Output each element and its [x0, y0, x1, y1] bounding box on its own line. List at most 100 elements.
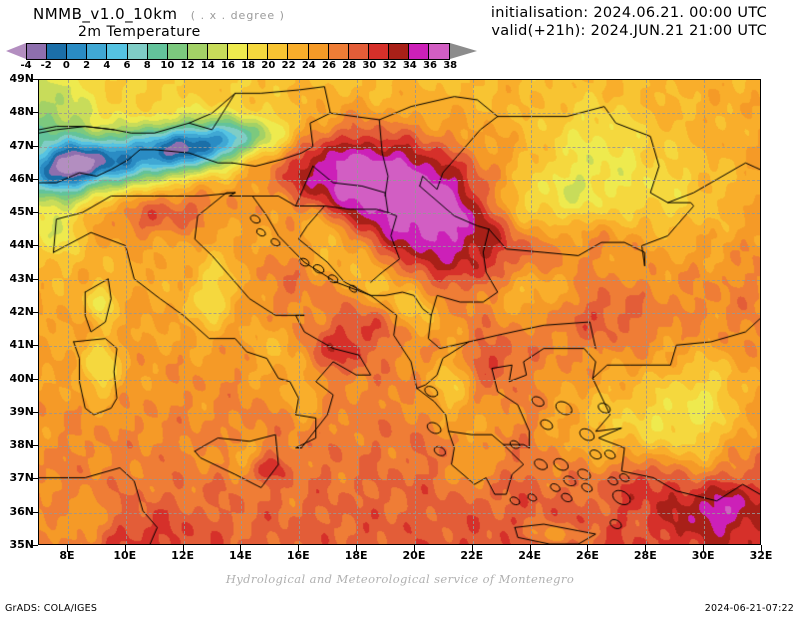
latitude-tick-label: 46N: [9, 171, 34, 185]
latitude-tick-mark: [30, 145, 38, 147]
longitude-tick-mark: [645, 545, 647, 552]
colorbar-tick-label: 20: [261, 60, 276, 71]
longitude-tick-mark: [66, 545, 68, 552]
colorbar-tick-label: 14: [200, 60, 215, 71]
longitude-tick-label: 8E: [59, 549, 75, 562]
longitude-tick-mark: [587, 545, 589, 552]
colorbar-swatch: [207, 44, 229, 59]
generated-timestamp: 2024-06-21-07:22: [704, 603, 794, 614]
latitude-tick-label: 45N: [9, 205, 34, 219]
temperature-field: [39, 80, 760, 544]
latitude-tick-mark: [30, 245, 38, 247]
longitude-tick-label: 30E: [691, 549, 715, 562]
credit-line: Hydrological and Meteorological service …: [225, 572, 575, 586]
latitude-tick-label: 37N: [9, 471, 34, 485]
model-title: NMMB_v1.0_10km ( . x . degree ): [33, 5, 285, 23]
colorbar-tick-label: 4: [103, 60, 111, 71]
longitude-tick-label: 24E: [518, 549, 542, 562]
latitude-tick-mark: [30, 212, 38, 214]
colorbar-tick-label: 28: [342, 60, 357, 71]
colorbar-swatch: [248, 44, 269, 59]
valid-time: valid(+21h): 2024.JUN.21 21:00 UTC: [491, 23, 767, 39]
latitude-tick-label: 41N: [9, 338, 34, 352]
longitude-tick-label: 18E: [344, 549, 368, 562]
latitude-tick-mark: [30, 112, 38, 114]
colorbar-swatch: [27, 44, 48, 59]
colorbar-tick-label: 38: [443, 60, 458, 71]
latitude-tick-mark: [30, 545, 38, 546]
latitude-tick-label: 40N: [9, 371, 34, 385]
colorbar-tick-label: 12: [180, 60, 195, 71]
latitude-tick-label: 47N: [9, 138, 34, 152]
longitude-tick-mark: [471, 545, 473, 552]
colorbar-tick-label: 16: [221, 60, 235, 71]
latitude-tick-label: 39N: [9, 404, 34, 418]
colorbar-swatch: [328, 44, 349, 59]
colorbar-under-arrow-icon: [6, 43, 26, 59]
colorbar-swatch: [127, 44, 148, 59]
longitude-tick-label: 22E: [460, 549, 484, 562]
grads-tag: GrADS: COLA/IGES: [5, 603, 98, 614]
longitude-tick-mark: [761, 545, 762, 552]
longitude-tick-mark: [413, 545, 415, 552]
latitude-tick-mark: [30, 345, 38, 347]
colorbar-swatch: [388, 44, 410, 59]
colorbar-swatch: [167, 44, 188, 59]
colorbar-swatch: [67, 44, 88, 59]
colorbar-swatch: [429, 44, 450, 59]
colorbar-tick-label: 6: [123, 60, 131, 71]
longitude-tick-mark: [124, 545, 126, 552]
longitude-tick-label: 16E: [286, 549, 310, 562]
longitude-tick-mark: [703, 545, 705, 552]
longitude-tick-label: 26E: [576, 549, 599, 562]
longitude-tick-mark: [356, 545, 358, 552]
variable-title: 2m Temperature: [78, 24, 201, 40]
latitude-tick-label: 35N: [9, 538, 34, 551]
colorbar-swatch: [348, 44, 369, 59]
latitude-tick-mark: [30, 445, 38, 447]
latitude-tick-mark: [30, 312, 38, 313]
longitude-tick-label: 12E: [171, 549, 194, 562]
colorbar-swatch: [47, 44, 68, 59]
longitude-tick-mark: [182, 545, 184, 552]
colorbar-tick-label: 36: [423, 60, 437, 71]
colorbar-tick-label: -4: [20, 60, 32, 71]
latitude-tick-mark: [30, 411, 38, 413]
latitude-tick-label: 38N: [9, 438, 34, 452]
colorbar-tick-label: 32: [382, 60, 397, 71]
colorbar-tick-label: 10: [160, 60, 175, 71]
header: NMMB_v1.0_10km ( . x . degree ) 2m Tempe…: [0, 0, 800, 40]
colorbar-swatch: [228, 44, 249, 59]
colorbar-swatch: [87, 44, 108, 59]
colorbar-tick-labels: -4 -2 0 2 4 6 8 10 12 14 16 18 20 22 24 26 28 30 32 34 36 38: [20, 60, 457, 72]
colorbar-tick-label: 18: [241, 60, 256, 71]
colorbar-over-arrow-icon: [450, 43, 478, 59]
colorbar-swatch: [368, 44, 389, 59]
latitude-tick-mark: [30, 478, 38, 480]
latitude-tick-label: 36N: [9, 504, 34, 518]
colorbar: -4 -2 0 2 4 6 8 10 12 14 16 18 20 22 24 26 28 30 32 34 36 38: [0, 43, 800, 71]
model-title-text: NMMB_v1.0_10km: [33, 5, 178, 23]
latitude-tick-label: 44N: [9, 238, 34, 252]
latitude-tick-mark: [30, 79, 38, 80]
longitude-tick-mark: [240, 545, 242, 552]
colorbar-swatch: [107, 44, 128, 59]
colorbar-tick-label: 26: [322, 60, 336, 71]
latitude-tick-mark: [30, 178, 38, 180]
colorbar-tick-label: 2: [83, 60, 91, 71]
longitude-tick-label: 14E: [229, 549, 252, 562]
longitude-tick-label: 28E: [633, 549, 657, 562]
latitude-tick-mark: [30, 378, 38, 380]
colorbar-tick-label: 34: [402, 60, 417, 71]
map-plot-area[interactable]: [38, 79, 761, 545]
initialisation-time: initialisation: 2024.06.21. 00:00 UTC: [490, 5, 767, 21]
latitude-tick-mark: [30, 511, 38, 513]
colorbar-tick-label: 0: [62, 60, 70, 71]
colorbar-tick-label: 22: [281, 60, 296, 71]
longitude-tick-label: 20E: [402, 549, 426, 562]
longitude-tick-mark: [529, 545, 531, 552]
colorbar-swatches: [26, 43, 451, 60]
colorbar-swatch: [187, 44, 208, 59]
colorbar-tick-label: 30: [362, 60, 377, 71]
colorbar-tick-label: 8: [143, 60, 151, 71]
